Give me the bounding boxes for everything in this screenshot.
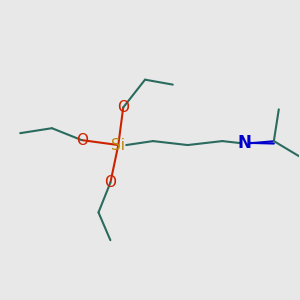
Text: O: O [117,100,129,115]
Text: O: O [104,175,116,190]
Text: N: N [237,134,251,152]
Text: Si: Si [111,137,125,152]
Text: O: O [76,133,88,148]
